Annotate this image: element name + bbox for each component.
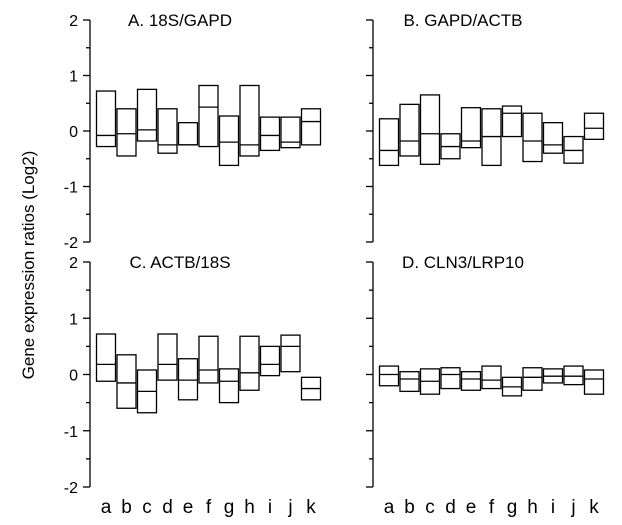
box-f [481,365,502,390]
x-tick-label: d [162,497,173,518]
box-a [95,333,117,382]
y-tick-label: 2 [69,13,78,30]
box-d [157,108,178,154]
box-j [563,365,584,386]
box-h [239,335,260,391]
box-k [583,112,605,140]
x-tick-label: k [589,497,599,518]
x-tick-label: b [404,497,415,518]
box-j [280,334,301,373]
x-tick-label: h [527,497,538,518]
x-tick-label: j [287,497,292,518]
y-tick-label: 1 [69,311,78,328]
x-tick-label: a [101,497,112,518]
box-e [460,107,482,149]
box-f [198,84,219,148]
x-tick-label: e [183,497,194,518]
x-tick-label: f [206,497,212,518]
box-d [440,367,461,390]
box-k [583,369,605,395]
panel-title: A. 18S/GAPD [128,11,232,30]
box-h [522,112,543,163]
box-f [198,335,219,384]
x-tick-label: i [268,497,272,518]
box-e [460,371,482,391]
y-tick-label: -2 [64,235,78,252]
panel-4: D. CLN3/LRP10 a b c d e f g h i j k [366,253,605,518]
box-b [399,371,420,393]
x-tick-label: j [570,497,575,518]
box-a [378,365,400,387]
box-j [280,116,301,149]
y-axis-label: Gene expression ratios (Log2) [19,151,38,380]
box-b [116,354,137,409]
box-e [177,122,199,146]
x-tick-label: d [445,497,456,518]
box-a [95,90,117,148]
box-k [300,108,322,146]
x-tick-label: b [121,497,132,518]
box-i [259,116,281,152]
box-c [419,94,441,165]
box-g [501,105,523,138]
x-tick-label: e [466,497,477,518]
x-tick-label: c [142,497,152,518]
panel-3: C. ACTB/18S -2 -1 0 1 2 a b c d e f g h i j k [64,253,322,518]
x-tick-label: k [306,497,316,518]
x-tick-label: g [224,497,235,518]
panel-title: D. CLN3/LRP10 [402,253,524,272]
panel-2: B. GAPD/ACTB [366,11,605,243]
panel-title: B. GAPD/ACTB [403,11,522,30]
box-i [542,122,564,154]
panel-title: C. ACTB/18S [129,253,230,272]
y-tick-label: 0 [69,124,78,141]
box-b [116,108,137,157]
panel-1: A. 18S/GAPD -2 -1 0 1 2 [64,11,322,252]
box-g [218,115,240,167]
box-a [378,118,400,167]
y-tick-label: 2 [69,255,78,272]
box-c [136,88,158,142]
y-tick-label: 0 [69,368,78,385]
x-tick-label: g [507,497,518,518]
box-h [522,367,543,391]
box-g [218,368,240,404]
box-i [259,345,281,377]
x-tick-label: a [384,497,395,518]
box-e [177,358,199,401]
x-tick-label: i [551,497,555,518]
y-tick-label: -1 [64,424,78,441]
box-h [239,84,260,157]
y-tick-label: -2 [64,480,78,497]
x-tick-label: c [425,497,435,518]
x-tick-label: h [244,497,255,518]
box-b [399,103,420,157]
x-tick-label: f [489,497,495,518]
y-tick-label: -1 [64,180,78,197]
box-d [157,333,178,381]
y-tick-label: 1 [69,69,78,86]
